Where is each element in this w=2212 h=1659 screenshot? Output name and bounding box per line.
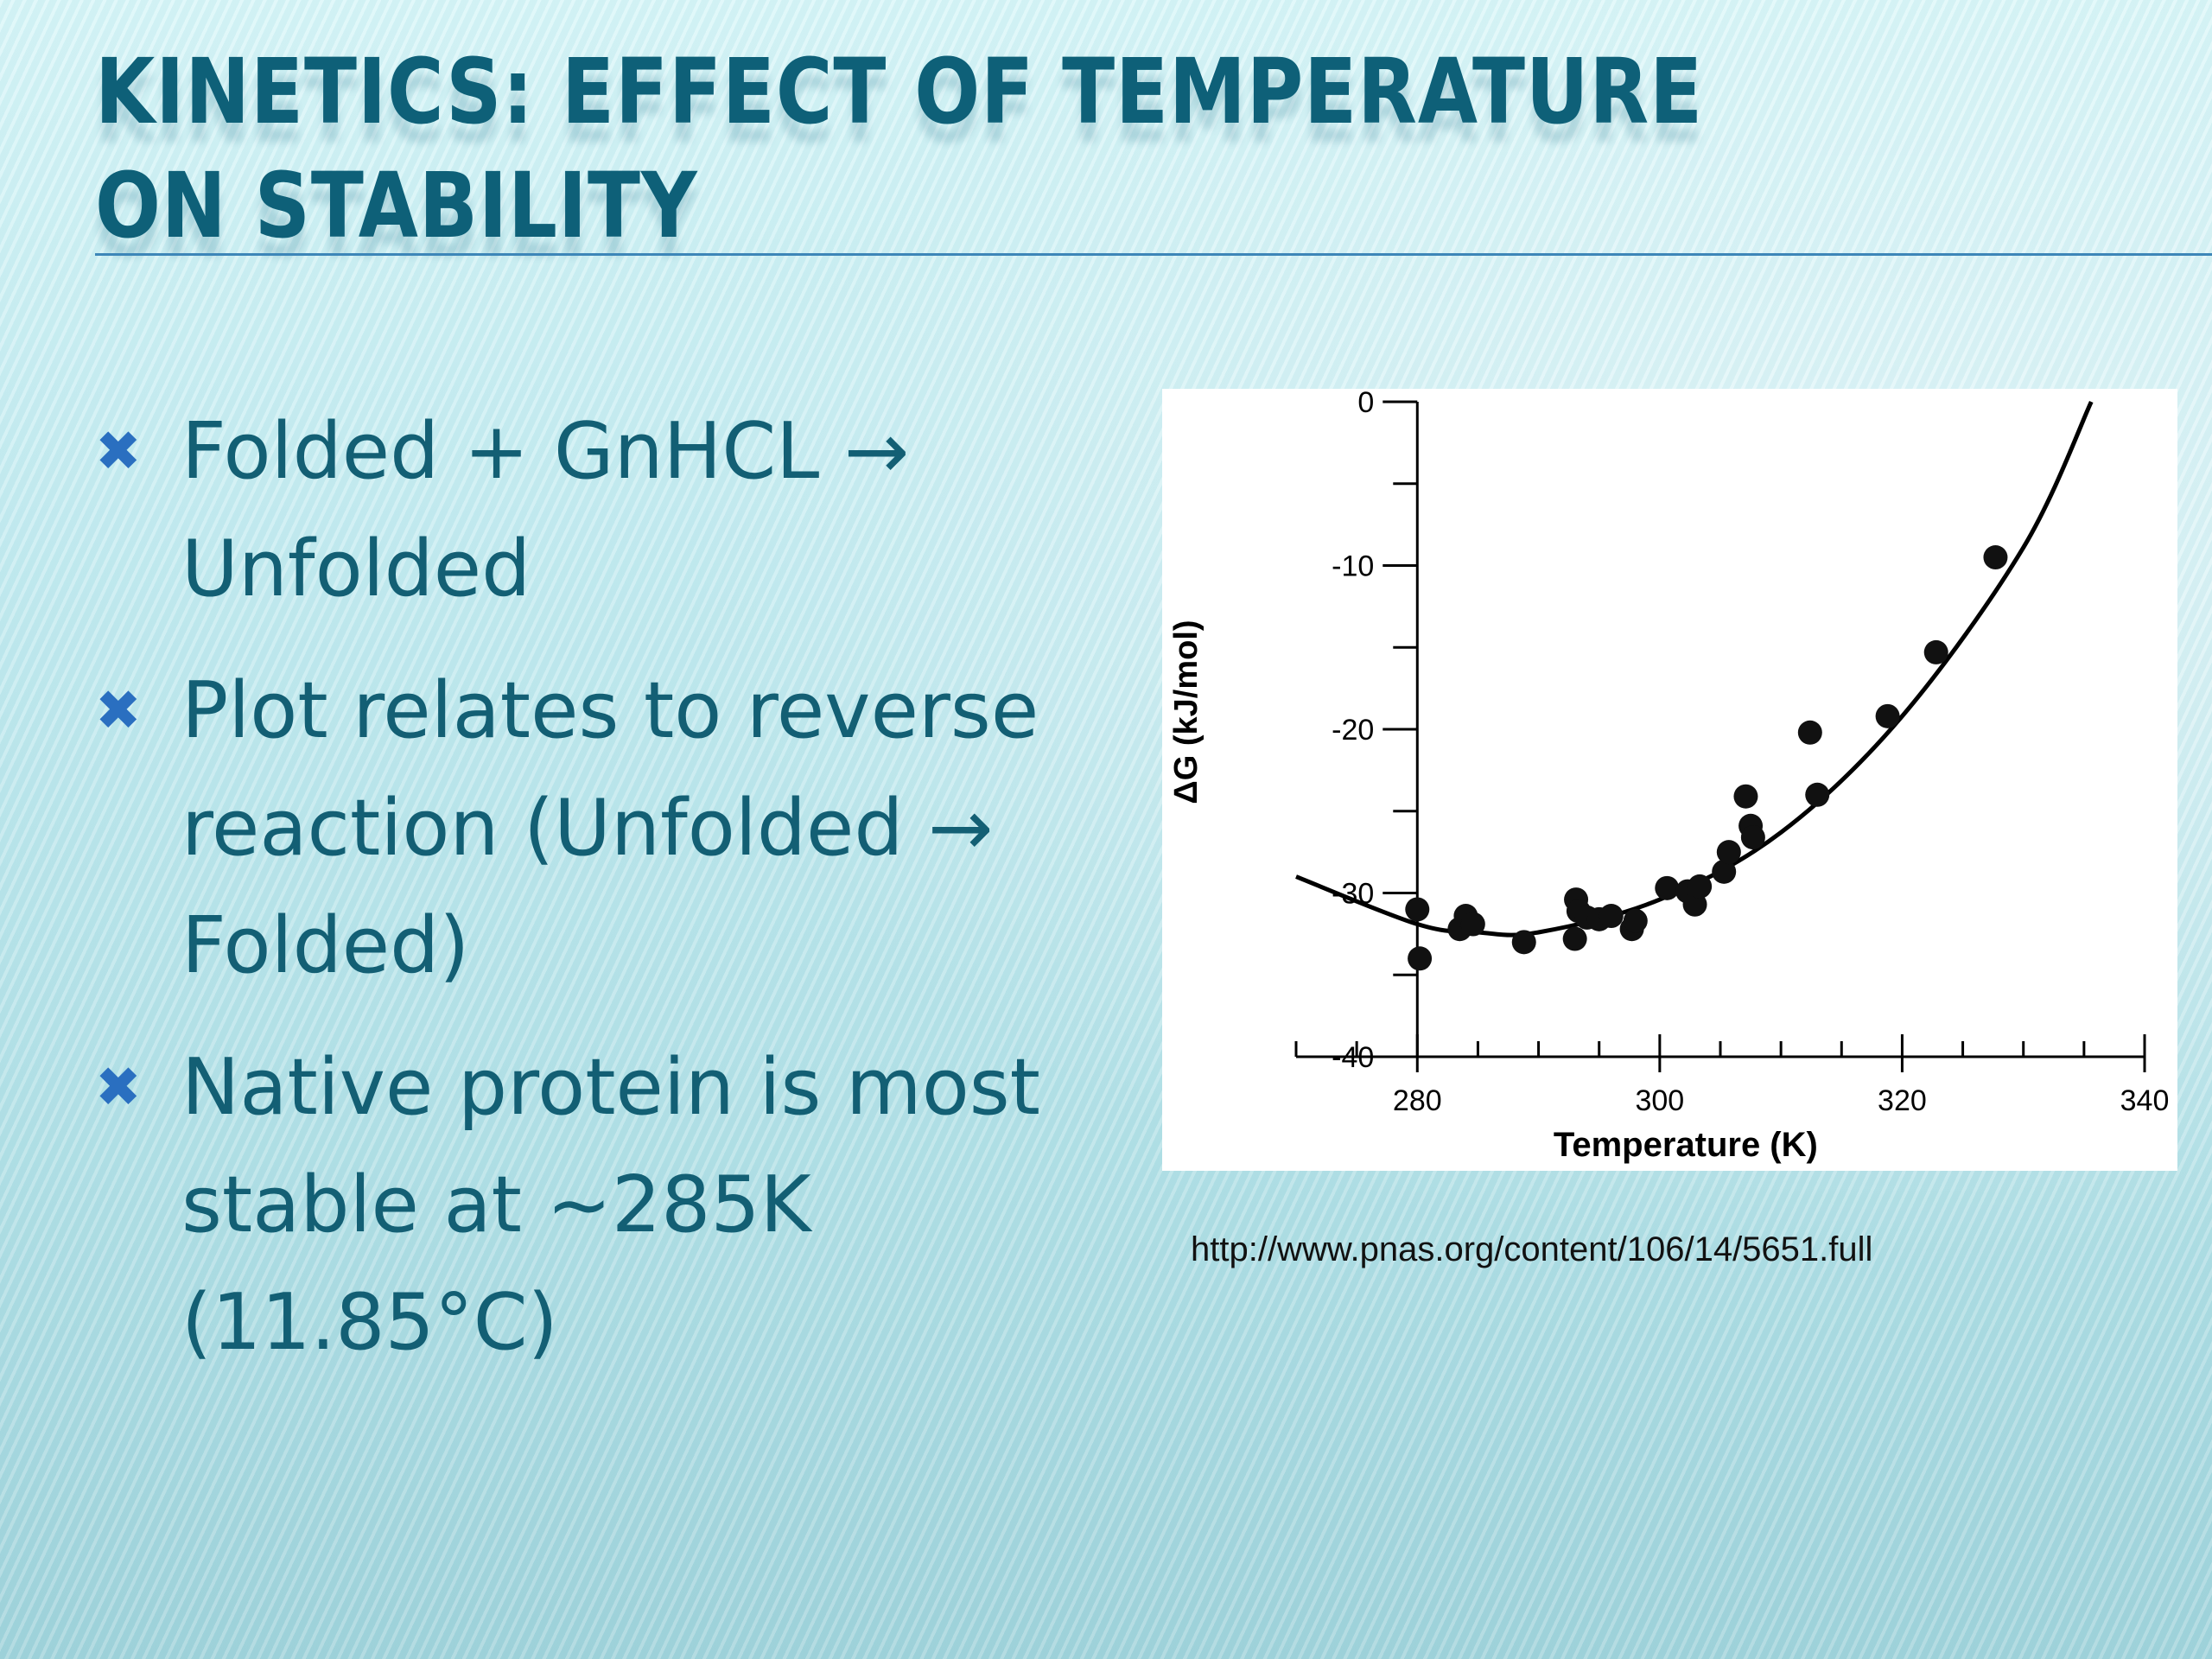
y-tick-label: -20 xyxy=(1332,714,1374,747)
y-tick-label: -10 xyxy=(1332,550,1374,583)
bullet-item: ✖ Plot relates to reverse reaction (Unfo… xyxy=(95,652,1166,1005)
data-point xyxy=(1655,875,1680,900)
data-points xyxy=(1405,545,2008,971)
bullet-text: Folded + GnHCL → Unfolded xyxy=(181,406,910,614)
cross-icon: ✖ xyxy=(95,1056,142,1120)
data-point xyxy=(1623,908,1648,933)
source-link[interactable]: http://www.pnas.org/content/106/14/5651.… xyxy=(1191,1230,1873,1268)
data-point xyxy=(1716,840,1741,865)
data-point xyxy=(1983,545,2008,570)
temperature-stability-chart: 0 -10 -20 -30 -40 280 300 320 340 Temperature (K… xyxy=(1162,389,2177,1171)
data-point xyxy=(1733,784,1758,809)
title-divider xyxy=(95,253,2212,256)
x-tick-label: 280 xyxy=(1393,1084,1442,1117)
slide-title: Kinetics: Effect of Temperature on Stabi… xyxy=(95,39,1704,258)
fit-curve-group xyxy=(1295,400,2094,938)
bullet-text: Plot relates to reverse reaction (Unfold… xyxy=(181,665,1039,991)
data-point xyxy=(1511,930,1536,955)
x-tick-label: 320 xyxy=(1878,1084,1927,1117)
bullet-list: ✖ Folded + GnHCL → Unfolded ✖ Plot relat… xyxy=(95,393,1166,1406)
data-point xyxy=(1688,874,1713,899)
cross-icon: ✖ xyxy=(95,679,142,743)
data-point xyxy=(1712,859,1737,884)
cross-icon: ✖ xyxy=(95,420,142,484)
data-point xyxy=(1740,825,1765,850)
chart-labels: Temperature (K) ΔG (kJ/mol) xyxy=(1168,620,1818,1164)
bullet-item: ✖ Native protein is most stable at ~285K… xyxy=(95,1029,1166,1382)
x-tick-label: 300 xyxy=(1635,1084,1684,1117)
y-tick-label: 0 xyxy=(1357,389,1374,419)
data-point xyxy=(1460,912,1485,937)
data-point xyxy=(1408,946,1433,971)
bullet-item: ✖ Folded + GnHCL → Unfolded xyxy=(95,393,1166,628)
data-point xyxy=(1405,897,1430,922)
x-axis-label: Temperature (K) xyxy=(1554,1126,1818,1164)
data-point xyxy=(1923,639,1948,664)
data-point xyxy=(1599,904,1624,929)
y-tick-label: -40 xyxy=(1332,1041,1374,1074)
bullet-text: Native protein is most stable at ~285K (… xyxy=(181,1042,1040,1368)
x-tick-label: 340 xyxy=(2120,1084,2170,1117)
data-point xyxy=(1805,782,1830,807)
data-point xyxy=(1875,703,1900,728)
data-point xyxy=(1797,720,1822,745)
y-axis-label: ΔG (kJ/mol) xyxy=(1168,620,1205,804)
fit-curve xyxy=(1295,400,2094,938)
data-point xyxy=(1562,926,1587,951)
